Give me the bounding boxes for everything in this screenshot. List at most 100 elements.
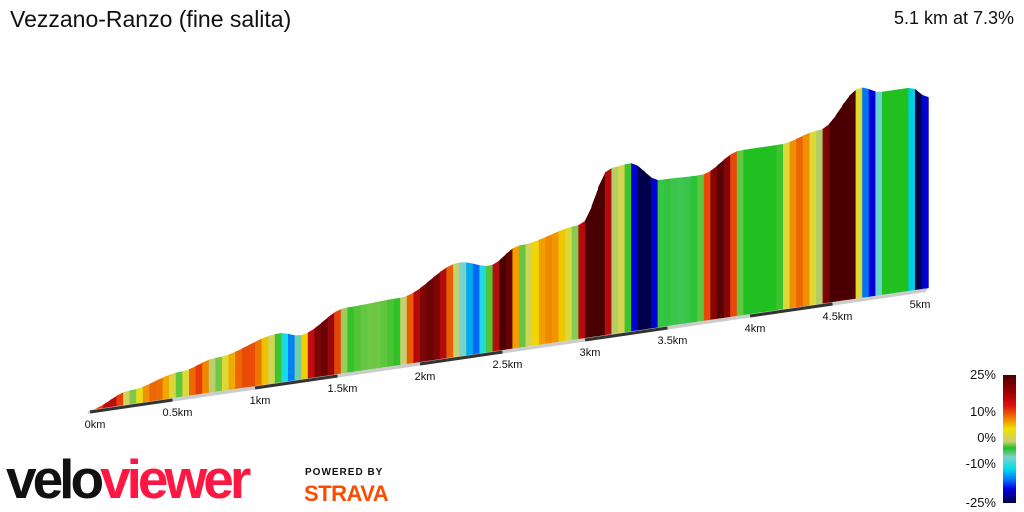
x-tick-label: 3.5km: [658, 335, 688, 347]
gradient-stripe: [268, 334, 276, 385]
gradient-stripe: [545, 234, 553, 344]
gradient-stripe: [915, 89, 923, 290]
gradient-stripe: [307, 328, 315, 379]
gradient-stripe: [215, 356, 223, 392]
gradient-stripe: [558, 228, 566, 342]
gradient-stripe: [116, 392, 124, 407]
gradient-stripe: [644, 171, 652, 330]
gradient-stripe: [208, 357, 216, 393]
gradient-color-scale: [1003, 375, 1016, 503]
gradient-stripe: [235, 348, 243, 389]
strava-logo[interactable]: STRAVA: [304, 481, 389, 506]
x-tick-label: 0.5km: [163, 407, 193, 419]
segment-summary: 5.1 km at 7.3%: [893, 8, 1014, 28]
gradient-stripe: [162, 374, 170, 400]
gradient-stripe: [123, 390, 131, 406]
gradient-stripe: [888, 89, 896, 294]
gradient-stripe: [103, 400, 111, 409]
gradient-stripe: [420, 282, 428, 362]
gradient-stripe: [360, 303, 368, 371]
gradient-stripe: [195, 362, 203, 395]
gradient-stripe: [690, 175, 698, 323]
gradient-stripe: [835, 105, 843, 302]
gradient-stripe: [611, 166, 619, 335]
gradient-stripe: [769, 145, 777, 312]
gradient-stripe: [202, 359, 210, 394]
gradient-stripe: [591, 187, 599, 338]
powered-by-label: POWERED BY: [305, 467, 384, 478]
gradient-stripe: [301, 332, 309, 380]
gradient-stripe: [255, 338, 263, 386]
gradient-stripe: [651, 177, 659, 329]
gradient-stripe: [664, 178, 672, 327]
gradient-stripe: [228, 351, 236, 390]
gradient-stripe: [525, 242, 533, 347]
gradient-stripe: [182, 369, 190, 397]
gradient-stripe: [149, 380, 157, 402]
x-tick-label: 1km: [250, 395, 271, 407]
gradient-stripe: [618, 164, 626, 334]
axis-segment: [89, 398, 173, 414]
gradient-stripe: [261, 336, 269, 386]
gradient-stripe: [479, 265, 487, 354]
legend-label: 25%: [969, 367, 996, 382]
gradient-stripe: [466, 262, 474, 356]
gradient-stripe: [750, 147, 758, 314]
gradient-stripe: [829, 115, 837, 303]
axis-segment: [419, 350, 503, 366]
gradient-stripe: [789, 138, 797, 309]
gradient-stripe: [274, 333, 282, 384]
gradient-stripe: [862, 87, 870, 298]
gradient-stripe: [763, 145, 771, 313]
gradient-stripe: [241, 345, 249, 388]
x-tick-label: 5km: [910, 299, 931, 311]
gradient-stripe: [472, 263, 480, 355]
gradient-stripe: [387, 298, 395, 367]
x-tick-label: 2.5km: [493, 359, 523, 371]
gradient-stripe: [684, 176, 692, 324]
gradient-stripe: [842, 95, 850, 301]
legend-label: -25%: [965, 495, 996, 510]
gradient-stripe: [710, 165, 718, 320]
gradient-stripe: [743, 148, 751, 315]
gradient-stripe: [901, 87, 909, 292]
gradient-stripe: [868, 89, 876, 297]
gradient-stripe: [552, 231, 560, 343]
gradient-stripe: [340, 307, 348, 374]
gradient-stripe: [565, 226, 573, 341]
gradient-stripe: [109, 395, 117, 408]
gradient-stripe: [334, 308, 342, 375]
gradient-stripe: [367, 302, 375, 370]
gradient-stripe: [459, 262, 467, 357]
gradient-stripe: [347, 306, 355, 373]
axis-segment: [749, 302, 833, 318]
gradient-stripe: [756, 146, 764, 314]
gradient-stripe: [314, 322, 322, 378]
gradient-stripe: [875, 91, 883, 296]
gradient-stripe: [354, 305, 362, 372]
gradient-stripe: [895, 88, 903, 293]
veloviewer-logo[interactable]: veloviewer: [6, 448, 251, 510]
gradient-stripe: [156, 377, 164, 401]
gradient-stripe: [783, 141, 791, 310]
gradient-stripe: [703, 170, 711, 321]
gradient-stripe: [426, 277, 434, 362]
gradient-stripe: [624, 163, 632, 333]
gradient-stripe: [288, 333, 296, 382]
x-tick-label: 4km: [745, 323, 766, 335]
gradient-stripe: [486, 264, 494, 353]
x-tick-label: 1.5km: [328, 383, 358, 395]
gradient-stripe: [413, 288, 421, 363]
gradient-stripe: [519, 244, 527, 348]
gradient-stripe: [598, 172, 606, 337]
axis-segment: [584, 326, 668, 342]
gradient-stripe: [637, 165, 645, 331]
gradient-stripe: [433, 271, 441, 361]
segment-title: Vezzano-Ranzo (fine salita): [10, 6, 292, 32]
legend-label: 0%: [977, 430, 996, 445]
gradient-stripe: [736, 149, 744, 316]
gradient-stripe: [921, 94, 929, 290]
gradient-stripe: [796, 135, 804, 308]
gradient-stripe: [294, 335, 302, 381]
gradient-stripe: [908, 87, 916, 291]
